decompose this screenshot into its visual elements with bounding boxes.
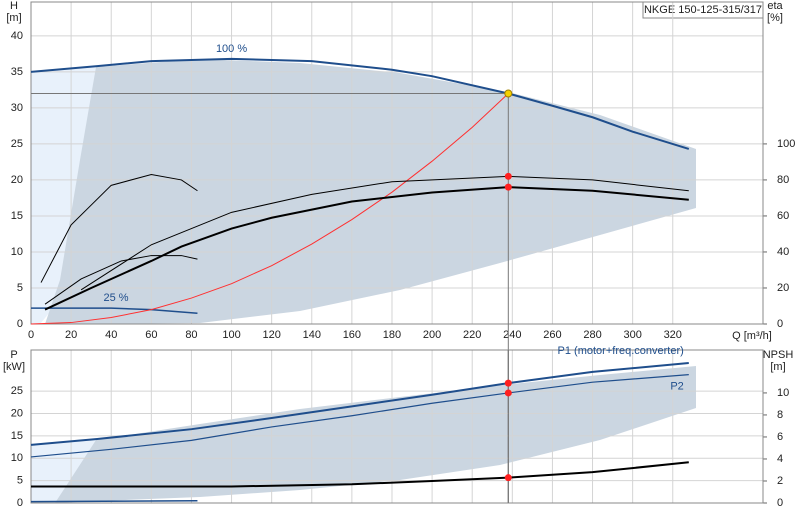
x-tick-label: 20 [65,329,77,341]
x-tick-label: 180 [383,329,401,341]
x-tick-label: 320 [664,329,682,341]
chart-title: NKGE 150-125-315/317 [644,4,762,16]
curve [44,255,198,305]
x-tick-label: 80 [185,329,197,341]
range-left [31,67,96,324]
curve [80,175,689,291]
curve [30,374,689,458]
y-tick-label: 0 [17,318,23,330]
y2-unit: [%] [767,12,783,24]
x-tick-label: 0 [28,329,34,341]
x-tick-label: 160 [343,329,361,341]
point [504,379,512,387]
y-tick-label: 25 [11,385,23,397]
point [504,183,512,191]
curve [30,500,198,503]
plot-frame [30,1,764,325]
curve-label: 25 % [103,292,128,304]
y-tick-label: 5 [17,475,23,487]
x-tick-label: 240 [503,329,521,341]
y2-label: eta [767,0,783,12]
x-tick-label: 220 [463,329,481,341]
y-tick-label: 10 [11,452,23,464]
y-label: H [10,0,18,12]
x-label: Q [m³/h] [732,330,772,342]
y2-tick-label: 4 [777,453,783,465]
y-tick-label: 15 [11,430,23,442]
y-tick-label: 40 [11,30,23,42]
curve-label: 100 % [216,43,247,55]
y-unit: [m] [6,12,21,24]
y-tick-label: 0 [17,497,23,509]
y-tick-label: 30 [11,102,23,114]
point [504,389,512,397]
curve [31,307,198,314]
y2-tick-label: 8 [777,409,783,421]
plot-frame [30,349,764,504]
x-tick-label: 300 [623,329,641,341]
operating-range [45,59,696,324]
x-tick-label: 260 [543,329,561,341]
y-tick-label: 10 [11,246,23,258]
x-tick-label: 200 [423,329,441,341]
curve-label: P1 (motor+freq.converter) [558,345,684,357]
curve [30,361,689,446]
x-tick-label: 100 [222,329,240,341]
y2-tick-label: 2 [777,475,783,487]
y2-unit: [m] [770,361,785,373]
curve [44,186,689,311]
y2-tick-label: 0 [777,318,783,330]
y-tick-label: 15 [11,210,23,222]
y2-tick-label: 60 [777,210,789,222]
y2-tick-label: 100 [777,138,795,150]
curve-label: P2 [670,381,683,393]
curve [31,461,689,488]
y2-tick-label: 0 [777,497,783,509]
curve [30,93,509,325]
y2-tick-label: 40 [777,246,789,258]
x-tick-label: 120 [262,329,280,341]
y2-tick-label: 6 [777,431,783,443]
y2-tick-label: 80 [777,174,789,186]
x-tick-label: 60 [145,329,157,341]
y-tick-label: 25 [11,138,23,150]
y-tick-label: 35 [11,66,23,78]
y2-label: NPSH [763,349,794,361]
y-label: P [10,349,17,361]
point [504,172,512,180]
y-unit: [kW] [3,361,25,373]
point [504,89,513,98]
curve [30,57,690,150]
x-tick-label: 140 [303,329,321,341]
y-tick-label: 20 [11,407,23,419]
y-tick-label: 5 [17,282,23,294]
x-tick-label: 280 [583,329,601,341]
point [504,474,512,482]
y2-tick-label: 10 [777,387,789,399]
x-tick-label: 40 [105,329,117,341]
y2-tick-label: 20 [777,282,789,294]
curve [40,174,198,283]
y-tick-label: 20 [11,174,23,186]
power-range [55,366,696,503]
